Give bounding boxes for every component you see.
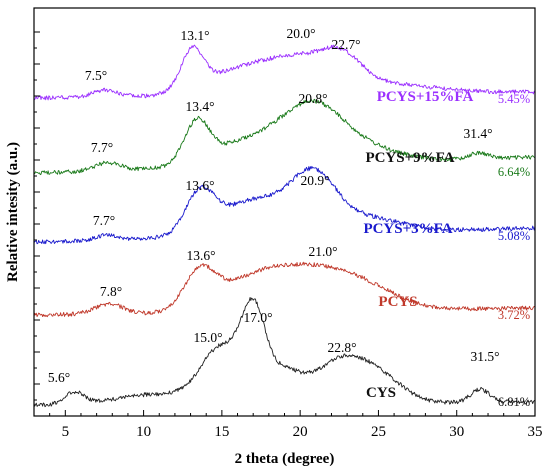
peak-label: 7.7° <box>91 140 113 155</box>
x-tick-label: 35 <box>528 424 543 440</box>
series-trace-1 <box>33 98 536 176</box>
x-tick-label: 25 <box>371 424 386 440</box>
crystallinity-label: 5.08% <box>498 229 530 243</box>
crystallinity-label: 6.81% <box>498 395 530 409</box>
peak-label: 7.7° <box>93 213 115 228</box>
series-trace-4 <box>33 296 536 408</box>
series-trace-2 <box>33 165 536 245</box>
peak-label: 7.8° <box>100 284 122 299</box>
series-name-label: PCYS+9%FA <box>365 150 454 166</box>
peak-label: 7.5° <box>85 68 107 83</box>
plot-frame <box>33 7 536 417</box>
peak-label: 20.9° <box>300 173 329 188</box>
peak-label: 13.6° <box>185 178 214 193</box>
y-axis-label: Relative intesity (a.u.) <box>5 142 21 282</box>
peak-label: 21.0° <box>308 244 337 259</box>
x-tick-label: 30 <box>449 424 464 440</box>
peak-label: 22.7° <box>331 37 360 52</box>
peak-label: 20.8° <box>298 91 327 106</box>
series-names: PCYS+15%FA 5.45% PCYS+9%FA 6.64% PCYS+3%FA 5.… <box>363 89 530 409</box>
peak-labels: 7.5° 13.1° 20.0° 22.7° 7.7° 13.4° 20.8° 31.4° 7.… <box>48 26 500 385</box>
peak-label: 31.5° <box>470 349 499 364</box>
peak-label: 17.0° <box>243 310 272 325</box>
series-name-label: PCYS+3%FA <box>363 221 452 237</box>
peak-label: 5.6° <box>48 370 70 385</box>
x-tick-label: 20 <box>293 424 308 440</box>
series-trace-0 <box>33 44 536 101</box>
crystallinity-label: 3.72% <box>498 308 530 322</box>
series-name-label: CYS <box>366 385 396 401</box>
x-axis-label: 2 theta (degree) <box>235 451 335 467</box>
y-axis-ticks <box>34 31 40 401</box>
peak-label: 13.6° <box>186 248 215 263</box>
x-tick-label: 15 <box>214 424 229 440</box>
x-tick-label: 10 <box>136 424 151 440</box>
peak-label: 20.0° <box>286 26 315 41</box>
x-axis-ticks: 5 10 15 20 25 30 35 <box>33 410 543 440</box>
crystallinity-label: 5.45% <box>498 92 530 106</box>
series-traces <box>33 44 536 408</box>
x-tick-label: 5 <box>62 424 70 440</box>
peak-label: 13.4° <box>185 99 214 114</box>
peak-label: 15.0° <box>193 330 222 345</box>
series-name-label: PCYS <box>378 294 417 310</box>
crystallinity-label: 6.64% <box>498 165 530 179</box>
series-trace-3 <box>33 261 535 318</box>
series-name-label: PCYS+15%FA <box>377 89 474 105</box>
peak-label: 22.8° <box>327 340 356 355</box>
peak-label: 31.4° <box>463 126 492 141</box>
peak-label: 13.1° <box>180 28 209 43</box>
